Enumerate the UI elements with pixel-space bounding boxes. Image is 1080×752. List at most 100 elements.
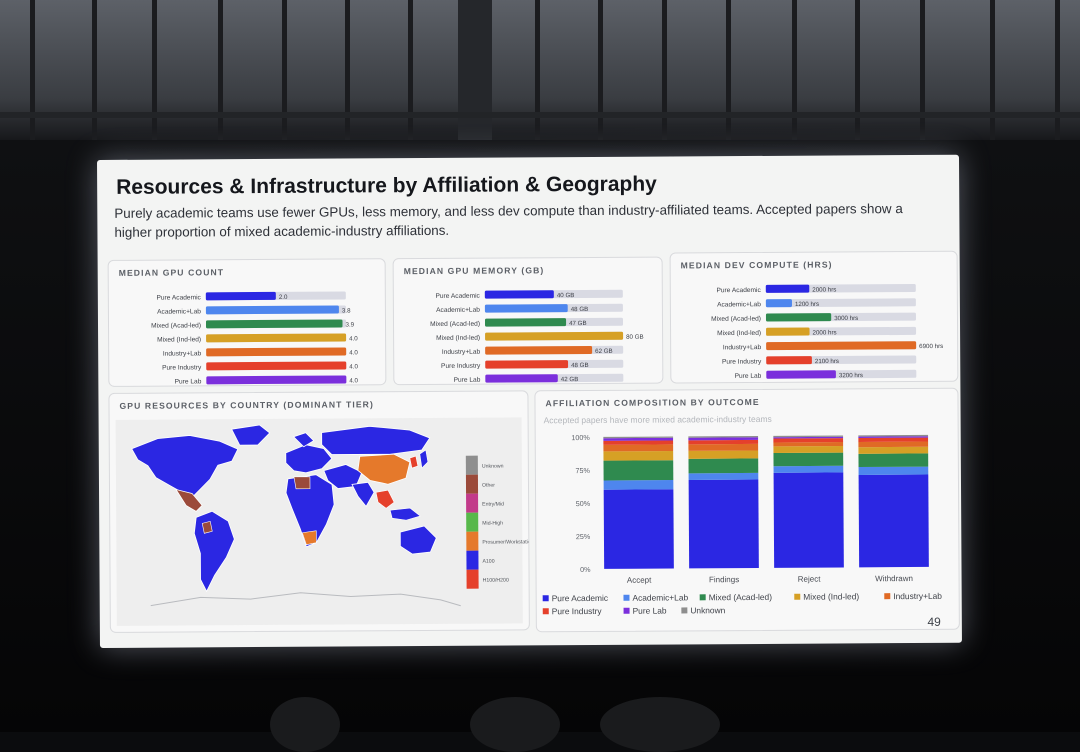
bar-track-academic-lab [765, 298, 916, 308]
bar-value-label: 2000 hrs [812, 286, 836, 293]
map-legend-swatch-a100 [466, 550, 479, 570]
ceiling-strut [855, 0, 860, 140]
ceiling-beam [0, 112, 1080, 118]
bar-value-label: 3.8 [342, 307, 351, 314]
gpu-count-chart: Pure Academic 2.0 Academic+Lab 3.8 Mixed (Ac… [151, 291, 359, 386]
bar-mixed-ind-led [206, 333, 347, 343]
bar-category-label: Pure Academic [156, 294, 201, 301]
map-greenland [231, 424, 271, 446]
bar-industry-lab [206, 347, 347, 357]
ceiling-column [458, 0, 492, 140]
bar-category-label: Industry+Lab [723, 344, 762, 351]
bar-category-label: Pure Academic [716, 287, 761, 294]
map-south-africa [301, 530, 317, 546]
map-legend-swatch-entry-mid [466, 493, 479, 513]
bar-category-label: Pure Lab [175, 378, 202, 385]
bar-value-label: 62 GB [595, 348, 613, 355]
bar-mixed-ind-led [766, 327, 810, 336]
stack-segment-pure-industry [858, 437, 929, 442]
stack-segment-pure-lab [773, 436, 844, 439]
bar-value-label: 47 GB [569, 320, 587, 327]
map-antarctica [150, 592, 461, 607]
map-southeast-asia [375, 489, 395, 509]
legend-label: Pure Industry [552, 606, 603, 616]
stack-segment-pure-lab [858, 436, 929, 438]
stack-segment-academic-lab [858, 466, 929, 475]
map-russia [321, 425, 431, 455]
stack-segment-pure-industry [603, 440, 674, 445]
bar-value-label: 42 GB [561, 376, 579, 383]
map-legend: Unknown Other Entry/Mid Mid-High Prosumer/Wo… [465, 455, 529, 589]
bar-value-label: 48 GB [571, 306, 589, 313]
legend-swatch-pure-lab [623, 607, 630, 614]
bar-category-label: Mixed (Ind-led) [157, 336, 201, 343]
stack-segment-industry-lab [858, 441, 929, 448]
map-legend-swatch-other [465, 474, 479, 494]
stack-segment-pure-lab [603, 437, 674, 441]
bar-value-label: 3200 hrs [839, 372, 863, 379]
dev-compute-chart: Pure Academic 2000 hrs Academic+Lab 1200 hr… [711, 284, 943, 380]
stack-segment-mixed-ind-led [603, 451, 674, 461]
bar-pure-academic [484, 290, 554, 299]
stack-segment-industry-lab [773, 442, 844, 447]
map-colombia [201, 520, 213, 534]
legend-label: Pure Lab [633, 606, 667, 616]
ceiling-strut [726, 0, 731, 140]
map-legend-swatch-h100-h200 [466, 569, 479, 589]
stack-segment-industry-lab [603, 444, 674, 452]
map-legend-label: A100 [482, 559, 494, 565]
ceiling-strut [30, 0, 35, 140]
bar-industry-lab [485, 345, 593, 355]
bar-academic-lab [484, 304, 568, 313]
legend-swatch-pure-academic [542, 595, 549, 602]
bar-value-label: 4.0 [349, 335, 358, 342]
x-category-label: Reject [798, 575, 822, 584]
bar-category-label: Industry+Lab [163, 350, 202, 357]
stack-segment-pure-industry [688, 439, 759, 445]
gpu-count-card: MEDIAN GPU COUNT Pure Academic 2.0 Academi… [107, 258, 387, 387]
stack-segment-pure-lab [688, 437, 759, 441]
bar-pure-industry [206, 361, 347, 371]
ceiling-strut [152, 0, 157, 140]
bar-pure-industry [766, 356, 812, 365]
bar-pure-academic [765, 284, 810, 293]
bar-mixed-ind-led [485, 331, 624, 341]
presentation-slide: Resources & Infrastructure by Affiliatio… [97, 154, 962, 648]
bar-value-label: 2000 hrs [813, 329, 837, 336]
stack-segment-pure-academic [773, 472, 844, 568]
gpu-memory-chart: Pure Academic 40 GB Academic+Lab 48 GB Mixed… [430, 289, 644, 384]
bar-category-label: Pure Industry [441, 363, 481, 370]
bar-category-label: Pure Lab [735, 373, 762, 380]
stack-segment-pure-industry [773, 438, 844, 443]
ceiling-strut [92, 0, 97, 140]
ceiling-strut [345, 0, 350, 140]
bar-value-label: 6900 hrs [919, 343, 943, 350]
audience-head [600, 697, 720, 752]
bar-value-label: 80 GB [626, 334, 644, 341]
page-number: 49 [927, 614, 941, 629]
audience-head [470, 697, 560, 752]
ceiling-background [0, 0, 1080, 140]
map-korea [409, 455, 419, 469]
ceiling-strut [218, 0, 223, 140]
map-legend-label: Mid-High [482, 521, 503, 527]
bar-value-label: 4.0 [349, 349, 358, 356]
x-category-label: Accept [627, 576, 652, 585]
bar-category-label: Industry+Lab [442, 349, 481, 356]
map-indonesia [389, 507, 421, 521]
map-north-america [131, 435, 239, 498]
bar-industry-lab [766, 341, 917, 351]
stack-segment-mixed-ind-led [688, 450, 759, 459]
y-tick-label: 0% [580, 565, 591, 574]
legend-label: Pure Academic [552, 593, 608, 603]
y-tick-label: 100% [571, 433, 590, 442]
map-legend-label: Prosumer/Workstation [482, 539, 529, 545]
legend-label: Mixed (Ind-led) [803, 591, 859, 601]
bar-value-label: 4.0 [349, 377, 358, 384]
bar-pure-lab [206, 375, 347, 385]
ceiling-strut [598, 0, 603, 140]
legend-swatch-unknown [681, 607, 688, 614]
legend-swatch-mixed-ind-led [794, 593, 801, 600]
bar-value-label: 3000 hrs [834, 315, 858, 322]
bar-category-label: Mixed (Acad-led) [151, 322, 201, 329]
